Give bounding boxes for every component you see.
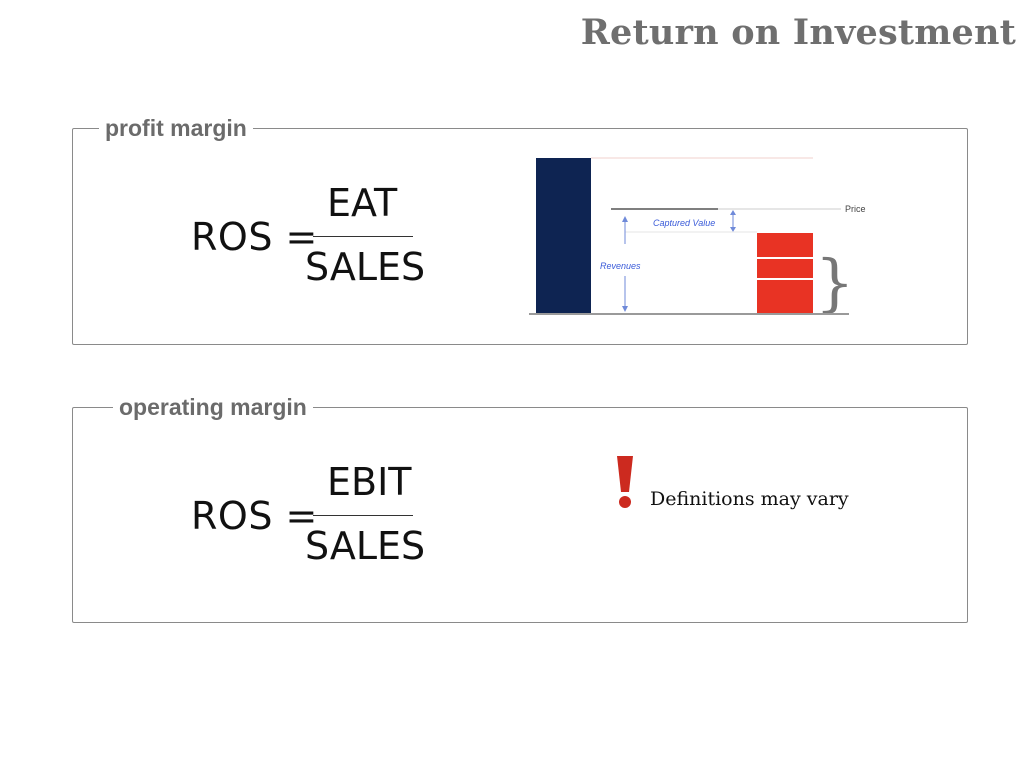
slide-title: Return on Investment bbox=[580, 12, 1016, 53]
formula-numerator: EBIT bbox=[327, 460, 412, 504]
revenues-arrow-head-up bbox=[622, 216, 628, 222]
formula-numerator: EAT bbox=[327, 181, 398, 225]
fraction-bar bbox=[313, 515, 413, 516]
fraction-bar bbox=[313, 236, 413, 237]
ros-formula: ROS = EBIT SALES bbox=[191, 460, 451, 574]
brace-icon: } bbox=[815, 246, 854, 319]
ros-formula: ROS = EAT SALES bbox=[191, 181, 451, 295]
stacked-bar-segment-bottom bbox=[757, 280, 813, 314]
revenues-label: Revenues bbox=[600, 261, 641, 271]
exclamation-icon bbox=[613, 456, 637, 514]
stacked-bar-segment-top bbox=[757, 233, 813, 257]
formula-denominator: SALES bbox=[305, 524, 426, 568]
warning-text: Definitions may vary bbox=[650, 488, 849, 510]
tall-bar bbox=[536, 158, 591, 314]
panel-legend: operating margin bbox=[113, 392, 313, 422]
panel-legend: profit margin bbox=[99, 113, 253, 143]
formula-lhs: ROS = bbox=[191, 215, 318, 259]
captured-value-arrow-head-up bbox=[730, 210, 736, 215]
operating-margin-panel: operating margin ROS = EBIT SALES Defini… bbox=[72, 392, 968, 623]
stacked-bar-segment-middle bbox=[757, 259, 813, 278]
captured-value-label: Captured Value bbox=[653, 218, 715, 228]
value-capture-diagram: Price Captured Value Revenues } bbox=[525, 152, 870, 346]
formula-denominator: SALES bbox=[305, 245, 426, 289]
revenues-arrow-head-down bbox=[622, 306, 628, 312]
profit-margin-panel: profit margin ROS = EAT SALES Price Capt… bbox=[72, 113, 968, 346]
captured-value-arrow-head-down bbox=[730, 227, 736, 232]
price-label: Price bbox=[845, 204, 866, 214]
formula-lhs: ROS = bbox=[191, 494, 318, 538]
